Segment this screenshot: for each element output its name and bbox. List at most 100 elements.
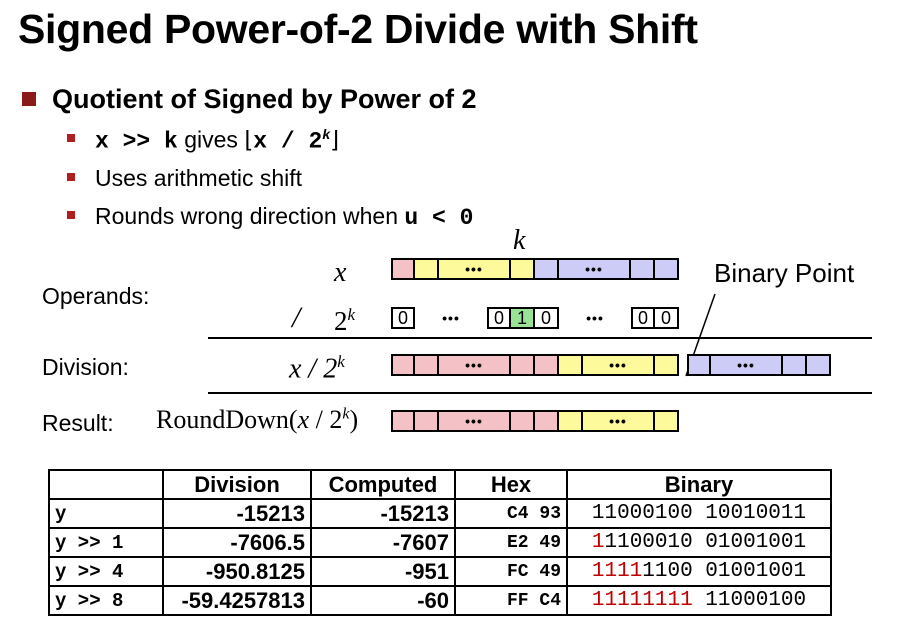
res-cell bbox=[511, 410, 535, 432]
row-expr: y >> 8 bbox=[48, 585, 164, 616]
x-label: x bbox=[334, 257, 347, 288]
operands-label: Operands: bbox=[42, 283, 150, 309]
row-binary: 11000100 10010011 bbox=[566, 498, 832, 529]
rounddown-exp: k bbox=[342, 405, 350, 423]
bullet-1-code: x >> k bbox=[95, 128, 178, 155]
x-bits: ••• ••• bbox=[391, 258, 679, 280]
row-computed: -60 bbox=[310, 585, 456, 616]
table-row: y -15213 -15213 C4 93 11000100 10010011 bbox=[48, 498, 832, 529]
divide-operator: / bbox=[292, 301, 301, 334]
header-computed: Computed bbox=[310, 469, 456, 500]
div-cell bbox=[655, 354, 679, 376]
k-label: k bbox=[513, 225, 526, 256]
row-hex: C4 93 bbox=[454, 498, 568, 529]
bullet-3-text: Rounds wrong direction when bbox=[95, 203, 399, 229]
result-label: Result: bbox=[42, 410, 114, 436]
bit-one: 1 bbox=[511, 307, 535, 329]
div-cell bbox=[559, 354, 583, 376]
res-cell bbox=[391, 410, 415, 432]
binary-rest: 1100010 01001001 bbox=[604, 531, 807, 554]
row-hex: E2 49 bbox=[454, 527, 568, 558]
header-binary: Binary bbox=[566, 469, 832, 500]
frac-cell bbox=[807, 354, 831, 376]
res-cell bbox=[655, 410, 679, 432]
power-dots: ••• bbox=[415, 307, 487, 329]
shift-results-table: Division Computed Hex Binary y -15213 -1… bbox=[48, 469, 832, 616]
header-expr bbox=[48, 469, 164, 500]
bullet-1: x >> k gives ⌊x / 2k⌋ bbox=[95, 126, 339, 155]
binary-rest: 1100 01001001 bbox=[642, 560, 807, 583]
row-division: -59.4257813 bbox=[162, 585, 312, 616]
header-hex: Hex bbox=[454, 469, 568, 500]
div-dots: ••• bbox=[439, 354, 511, 376]
row-computed: -15213 bbox=[310, 498, 456, 529]
binary-sign-ext: 1 bbox=[591, 531, 605, 554]
bullet-2: Uses arithmetic shift bbox=[95, 165, 303, 191]
rounddown-mid: / 2 bbox=[309, 405, 343, 434]
x-over-2k-label: x / 2k bbox=[289, 352, 345, 385]
rounddown-post: ) bbox=[349, 405, 359, 434]
bit-zero: 0 bbox=[535, 307, 559, 329]
res-cell bbox=[559, 410, 583, 432]
binary-rest: 11000100 10010011 bbox=[591, 502, 807, 525]
res-cell bbox=[415, 410, 439, 432]
div-cell bbox=[535, 354, 559, 376]
bullet-1-text: gives bbox=[184, 126, 238, 153]
x-dots: ••• bbox=[439, 258, 511, 280]
row-hex: FC 49 bbox=[454, 556, 568, 587]
divider-line-1 bbox=[208, 337, 872, 339]
row-binary: 11111111 11000100 bbox=[566, 585, 832, 616]
row-expr: y bbox=[48, 498, 164, 529]
div-cell bbox=[511, 354, 535, 376]
power-dots: ••• bbox=[559, 307, 631, 329]
bullet-1-icon bbox=[67, 134, 75, 142]
row-hex: FF C4 bbox=[454, 585, 568, 616]
x-cell bbox=[535, 258, 559, 280]
floor-close: ⌋ bbox=[330, 126, 340, 153]
div-cell bbox=[415, 354, 439, 376]
frac-cell bbox=[687, 354, 711, 376]
row-computed: -951 bbox=[310, 556, 456, 587]
bit-zero: 0 bbox=[631, 307, 655, 329]
bullet-3-icon bbox=[67, 211, 75, 219]
division-int-bits: ••• ••• bbox=[391, 354, 679, 376]
row-division: -7606.5 bbox=[162, 527, 312, 558]
bullet-1-expr: x / 2 bbox=[253, 128, 323, 155]
two-exp: k bbox=[347, 305, 356, 324]
x-cell bbox=[511, 258, 535, 280]
section-heading: Quotient of Signed by Power of 2 bbox=[52, 84, 477, 114]
res-dots: ••• bbox=[439, 410, 511, 432]
row-expr: y >> 1 bbox=[48, 527, 164, 558]
division-frac-bits: ••• bbox=[687, 354, 831, 376]
binary-point-label: Binary Point bbox=[714, 258, 855, 288]
bit-zero: 0 bbox=[655, 307, 679, 329]
bit-zero: 0 bbox=[487, 307, 511, 329]
division-label: Division: bbox=[42, 354, 129, 380]
row-binary: 11100010 01001001 bbox=[566, 527, 832, 558]
divider-line-2 bbox=[208, 392, 872, 394]
res-cell bbox=[535, 410, 559, 432]
x-sign-cell bbox=[391, 258, 415, 280]
binary-rest: 11000100 bbox=[692, 589, 807, 612]
two-power-label: 2k bbox=[334, 305, 355, 337]
x-over-2k-base: x / 2 bbox=[289, 353, 338, 385]
x-dots: ••• bbox=[559, 258, 631, 280]
floor-open: ⌊ bbox=[244, 126, 254, 153]
bit-zero: 0 bbox=[391, 307, 415, 329]
row-computed: -7607 bbox=[310, 527, 456, 558]
table-row: y >> 8 -59.4257813 -60 FF C4 11111111 11… bbox=[48, 585, 832, 616]
binary-sign-ext: 1111 bbox=[591, 560, 643, 583]
bullet-1-exp: k bbox=[322, 126, 331, 142]
frac-cell bbox=[783, 354, 807, 376]
rounddown-x: x bbox=[297, 405, 310, 434]
frac-dots: ••• bbox=[711, 354, 783, 376]
x-cell bbox=[415, 258, 439, 280]
rounddown-pre: RoundDown( bbox=[156, 405, 298, 434]
x-over-2k-exp: k bbox=[337, 352, 345, 371]
row-expr: y >> 4 bbox=[48, 556, 164, 587]
x-cell bbox=[631, 258, 655, 280]
x-cell bbox=[655, 258, 679, 280]
result-bits: ••• ••• bbox=[391, 410, 679, 432]
div-cell bbox=[391, 354, 415, 376]
bullet-3-code: u < 0 bbox=[404, 205, 474, 231]
